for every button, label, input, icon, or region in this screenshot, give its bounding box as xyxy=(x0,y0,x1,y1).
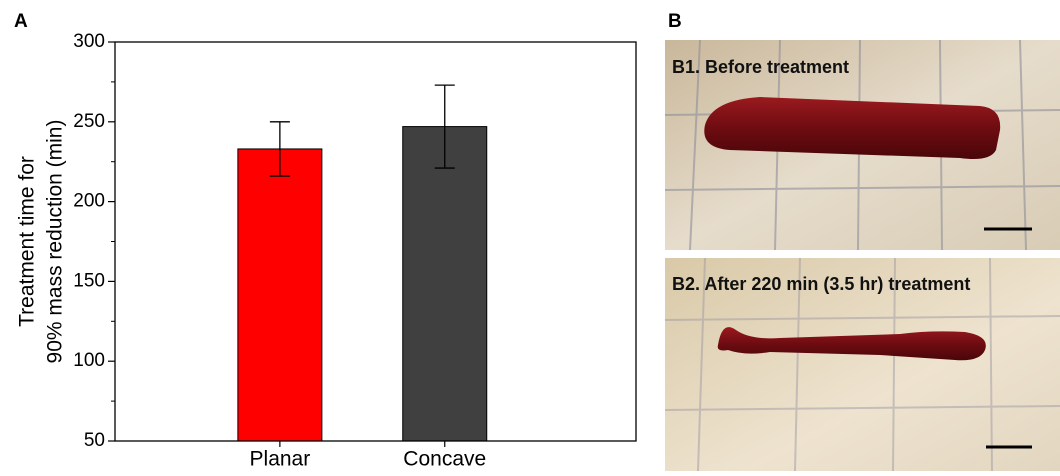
panel-label: B xyxy=(668,11,682,32)
bar xyxy=(403,127,487,441)
y-axis-label: Treatment time for xyxy=(16,156,39,327)
clot-before xyxy=(704,97,1000,159)
y-axis-label: 90% mass reduction (min) xyxy=(44,120,67,364)
y-tick-label: 100 xyxy=(73,350,105,371)
panel-label: A xyxy=(14,11,28,32)
bar xyxy=(238,149,322,441)
plot-frame xyxy=(115,42,636,441)
y-tick-label: 250 xyxy=(73,111,105,132)
x-tick-label: Planar xyxy=(250,448,311,471)
figure: A Treatment time for90% mass reduction (… xyxy=(0,0,1060,471)
y-tick-label: 150 xyxy=(73,270,105,291)
photo-label: B1. Before treatment xyxy=(672,57,849,77)
y-tick-label: 200 xyxy=(73,191,105,212)
photo-panel: B B1. Before treatment B2. After 220 min… xyxy=(665,11,1060,471)
y-tick-label: 300 xyxy=(73,31,105,52)
y-tick-label: 50 xyxy=(84,430,105,451)
x-tick-label: Concave xyxy=(403,448,486,471)
photo-label: B2. After 220 min (3.5 hr) treatment xyxy=(672,274,970,294)
